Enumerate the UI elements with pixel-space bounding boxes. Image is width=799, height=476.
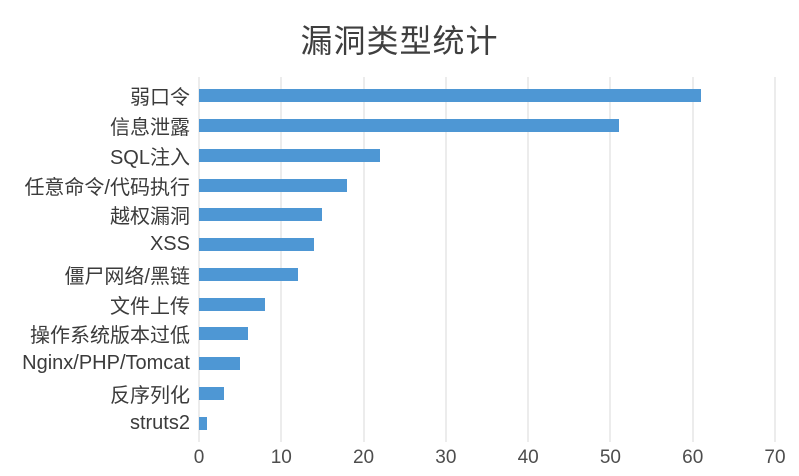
x-tick-label-70: 70 (764, 447, 786, 468)
bar-canvas (198, 77, 776, 442)
gridline-60 (692, 77, 694, 442)
bar (199, 148, 381, 162)
bar-row (199, 111, 775, 141)
bar-row (199, 319, 775, 349)
bar-row (199, 379, 775, 409)
bar-row (199, 408, 775, 438)
bar (199, 178, 348, 192)
x-tick-label-60: 60 (682, 447, 704, 468)
category-label: 操作系统版本过低 (30, 325, 190, 348)
x-tick-label-20: 20 (352, 447, 375, 468)
gridline-50 (609, 77, 611, 442)
bar (199, 89, 701, 103)
category-label: 僵尸网络/黑链 (64, 265, 190, 288)
category-label: 越权漏洞 (110, 206, 190, 229)
category-label: 信息泄露 (110, 117, 190, 140)
x-tick-label-50: 50 (599, 447, 621, 468)
category-axis: 弱口令信息泄露 SQL注入任意命令/代码执行越权漏洞 XSS 僵尸网络/黑链文件上传操… (0, 81, 199, 438)
bar (199, 327, 249, 341)
bar-series (199, 81, 775, 438)
bar-row (199, 260, 775, 290)
x-tick-label-0: 0 (193, 447, 205, 468)
plot-area: 弱口令信息泄露 SQL注入任意命令/代码执行越权漏洞 XSS 僵尸网络/黑链文件上传操… (0, 77, 776, 442)
bar (199, 416, 208, 430)
bar (199, 357, 241, 371)
bar-row (199, 349, 775, 379)
gridline-30 (445, 77, 447, 442)
category-label: struts2 (129, 411, 190, 434)
gridline-10 (280, 77, 282, 442)
gridline-0 (198, 77, 200, 442)
bar (199, 267, 298, 281)
chart-title: 漏洞类型统计 (300, 23, 499, 59)
category-label: 弱口令 (130, 87, 190, 110)
category-label: XSS (149, 233, 190, 256)
bar (199, 238, 315, 252)
category-label: 文件上传 (110, 295, 190, 318)
bar-row (199, 200, 775, 230)
category-label: 反序列化 (110, 384, 190, 407)
bar-row (199, 230, 775, 260)
bar-row (199, 141, 775, 171)
value-axis: 0 10 20 30 40 50 60 70 (194, 447, 786, 471)
gridline-70 (774, 77, 776, 442)
bar-row (199, 170, 775, 200)
gridline-40 (527, 77, 529, 442)
x-tick-label-40: 40 (517, 447, 539, 468)
bar-row (199, 81, 775, 111)
category-label: 任意命令/代码执行 (24, 176, 190, 199)
bar (199, 297, 265, 311)
category-label: SQL注入 (109, 146, 190, 169)
x-tick-label-30: 30 (435, 447, 457, 468)
category-label: Nginx/PHP/Tomcat (22, 352, 190, 375)
bar (199, 119, 619, 133)
x-tick-label-10: 10 (270, 447, 292, 468)
bar (199, 386, 224, 400)
bar (199, 208, 323, 222)
bar-row (199, 289, 775, 319)
gridline-20 (363, 77, 365, 442)
